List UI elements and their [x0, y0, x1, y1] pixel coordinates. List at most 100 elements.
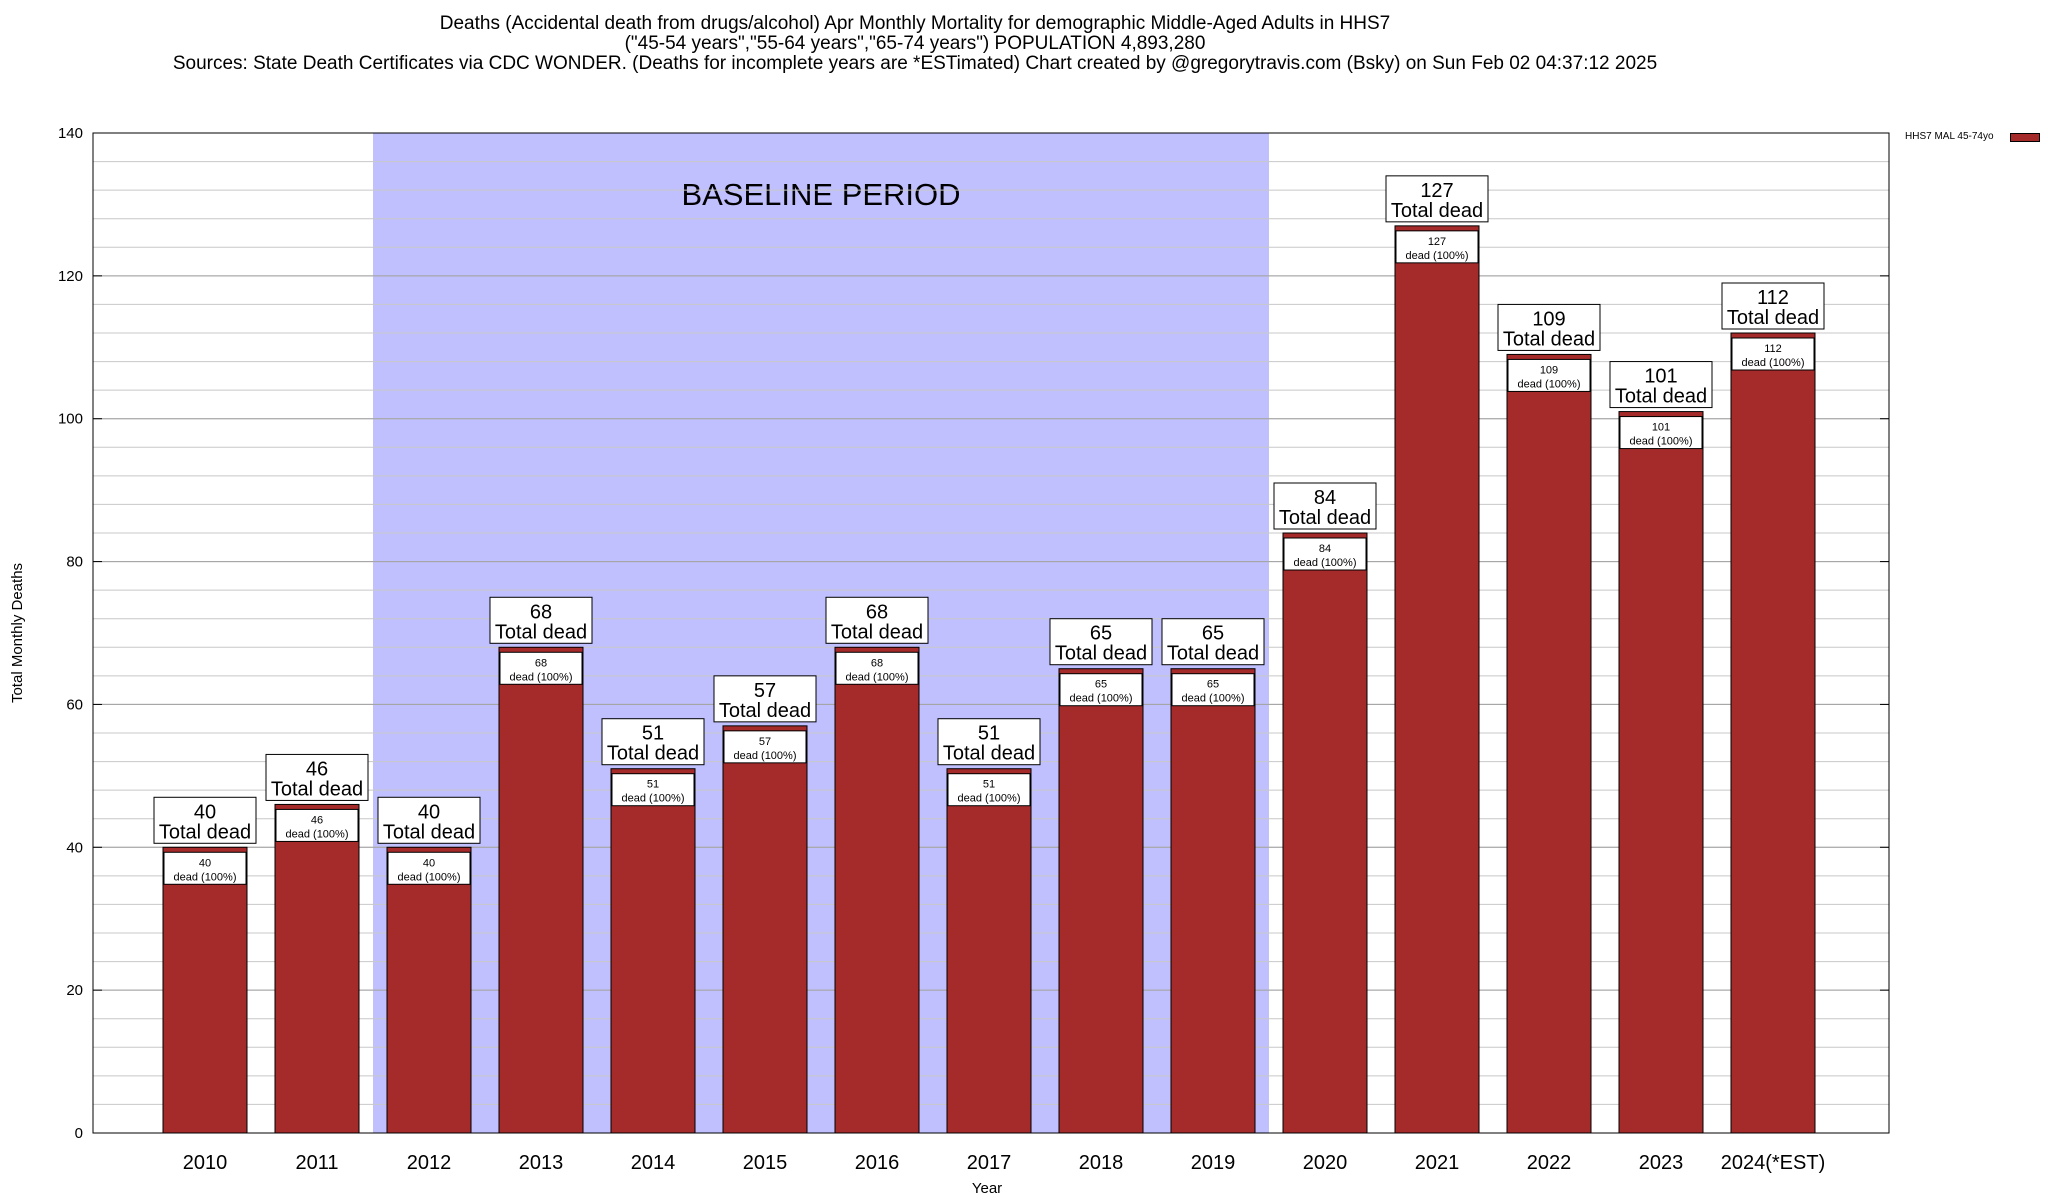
total-label-text: Total dead [1503, 328, 1595, 350]
total-label-box [601, 718, 705, 766]
y-tick-label: 80 [66, 554, 83, 571]
inner-label-value: 65 [1207, 679, 1219, 691]
total-label-box [1049, 618, 1153, 666]
inner-label-text: dead (100%) [1070, 693, 1133, 705]
total-label-value: 68 [530, 601, 552, 623]
total-label-value: 40 [418, 801, 440, 823]
inner-label-value: 101 [1652, 422, 1670, 434]
total-label-value: 109 [1532, 308, 1565, 330]
inner-label-value: 46 [311, 814, 323, 826]
total-label-text: Total dead [495, 621, 587, 643]
total-label-value: 101 [1644, 366, 1677, 388]
bar [1394, 225, 1480, 1134]
x-tick-label: 2022 [1527, 1152, 1572, 1174]
total-label-text: Total dead [1279, 507, 1371, 529]
inner-label-value: 127 [1428, 236, 1446, 248]
inner-label-text: dead (100%) [286, 828, 349, 840]
total-label-text: Total dead [607, 743, 699, 765]
y-tick-label: 60 [66, 696, 83, 713]
inner-label-box [1171, 673, 1255, 707]
y-tick-label: 40 [66, 839, 83, 856]
chart-title-line-3: Sources: State Death Certificates via CD… [172, 53, 1658, 74]
total-label-value: 68 [866, 601, 888, 623]
total-label-box [1497, 303, 1601, 351]
total-label-text: Total dead [1727, 307, 1819, 329]
inner-label-value: 65 [1095, 679, 1107, 691]
inner-label-box [1059, 673, 1143, 707]
x-tick-label: 2013 [519, 1152, 564, 1174]
total-label-text: Total dead [1167, 643, 1259, 665]
bar [162, 846, 248, 1134]
inner-label-text: dead (100%) [958, 793, 1021, 805]
inner-label-value: 40 [199, 857, 211, 869]
total-label-value: 84 [1314, 487, 1336, 509]
inner-label-text: dead (100%) [1518, 378, 1581, 390]
y-tick-label: 140 [58, 125, 83, 142]
y-tick-label: 100 [58, 411, 83, 428]
total-label-text: Total dead [1055, 643, 1147, 665]
inner-label-box [835, 651, 919, 685]
total-label-value: 51 [978, 723, 1000, 745]
x-tick-label: 2024(*EST) [1721, 1152, 1826, 1174]
bar [498, 646, 584, 1134]
inner-label-box [611, 773, 695, 807]
inner-label-box [1619, 416, 1703, 450]
inner-label-value: 51 [983, 779, 995, 791]
inner-label-value: 57 [759, 736, 771, 748]
y-axis-label: Total Monthly Deaths [9, 563, 26, 703]
total-label-box [1161, 618, 1265, 666]
bar [946, 768, 1032, 1134]
x-tick-label: 2023 [1639, 1152, 1684, 1174]
total-label-text: Total dead [271, 778, 363, 800]
total-label-text: Total dead [383, 821, 475, 843]
inner-label-box [275, 808, 359, 842]
bar [722, 725, 808, 1134]
bar [1058, 668, 1144, 1134]
inner-label-box [723, 730, 807, 764]
legend-label: HHS7 MAL 45-74yo [1905, 131, 1994, 142]
inner-label-text: dead (100%) [1182, 693, 1245, 705]
inner-label-text: dead (100%) [1630, 436, 1693, 448]
inner-label-text: dead (100%) [846, 671, 909, 683]
total-label-value: 57 [754, 680, 776, 702]
total-label-text: Total dead [719, 700, 811, 722]
x-tick-label: 2020 [1303, 1152, 1348, 1174]
inner-label-value: 68 [535, 657, 547, 669]
bar [386, 846, 472, 1134]
total-label-text: Total dead [831, 621, 923, 643]
total-label-value: 112 [1757, 287, 1789, 309]
bar [1618, 411, 1704, 1134]
bar [1170, 668, 1256, 1134]
inner-label-value: 84 [1319, 543, 1331, 555]
inner-label-text: dead (100%) [1294, 557, 1357, 569]
inner-label-text: dead (100%) [398, 871, 461, 883]
inner-label-value: 112 [1764, 343, 1782, 355]
bar [610, 768, 696, 1134]
x-tick-label: 2015 [743, 1152, 788, 1174]
inner-label-text: dead (100%) [1406, 250, 1469, 262]
x-tick-label: 2018 [1079, 1152, 1124, 1174]
inner-label-box [163, 851, 247, 885]
x-tick-label: 2014 [631, 1152, 676, 1174]
total-label-box [1721, 282, 1825, 330]
total-label-value: 65 [1202, 623, 1224, 645]
total-label-box [713, 675, 817, 723]
total-label-value: 65 [1090, 623, 1112, 645]
x-tick-label: 2017 [967, 1152, 1012, 1174]
total-label-box [825, 596, 929, 644]
inner-label-value: 51 [647, 779, 659, 791]
x-tick-label: 2019 [1191, 1152, 1236, 1174]
total-label-text: Total dead [159, 821, 251, 843]
inner-label-text: dead (100%) [622, 793, 685, 805]
total-label-box [1385, 175, 1489, 223]
x-tick-label: 2011 [295, 1152, 338, 1174]
total-label-value: 46 [306, 758, 328, 780]
y-tick-label: 20 [66, 982, 83, 999]
total-label-box [1609, 361, 1713, 409]
total-label-box [153, 796, 257, 844]
total-label-box [489, 596, 593, 644]
y-tick-label: 120 [58, 268, 83, 285]
total-label-text: Total dead [1391, 200, 1483, 222]
bar [274, 803, 360, 1134]
total-label-box [265, 753, 369, 801]
